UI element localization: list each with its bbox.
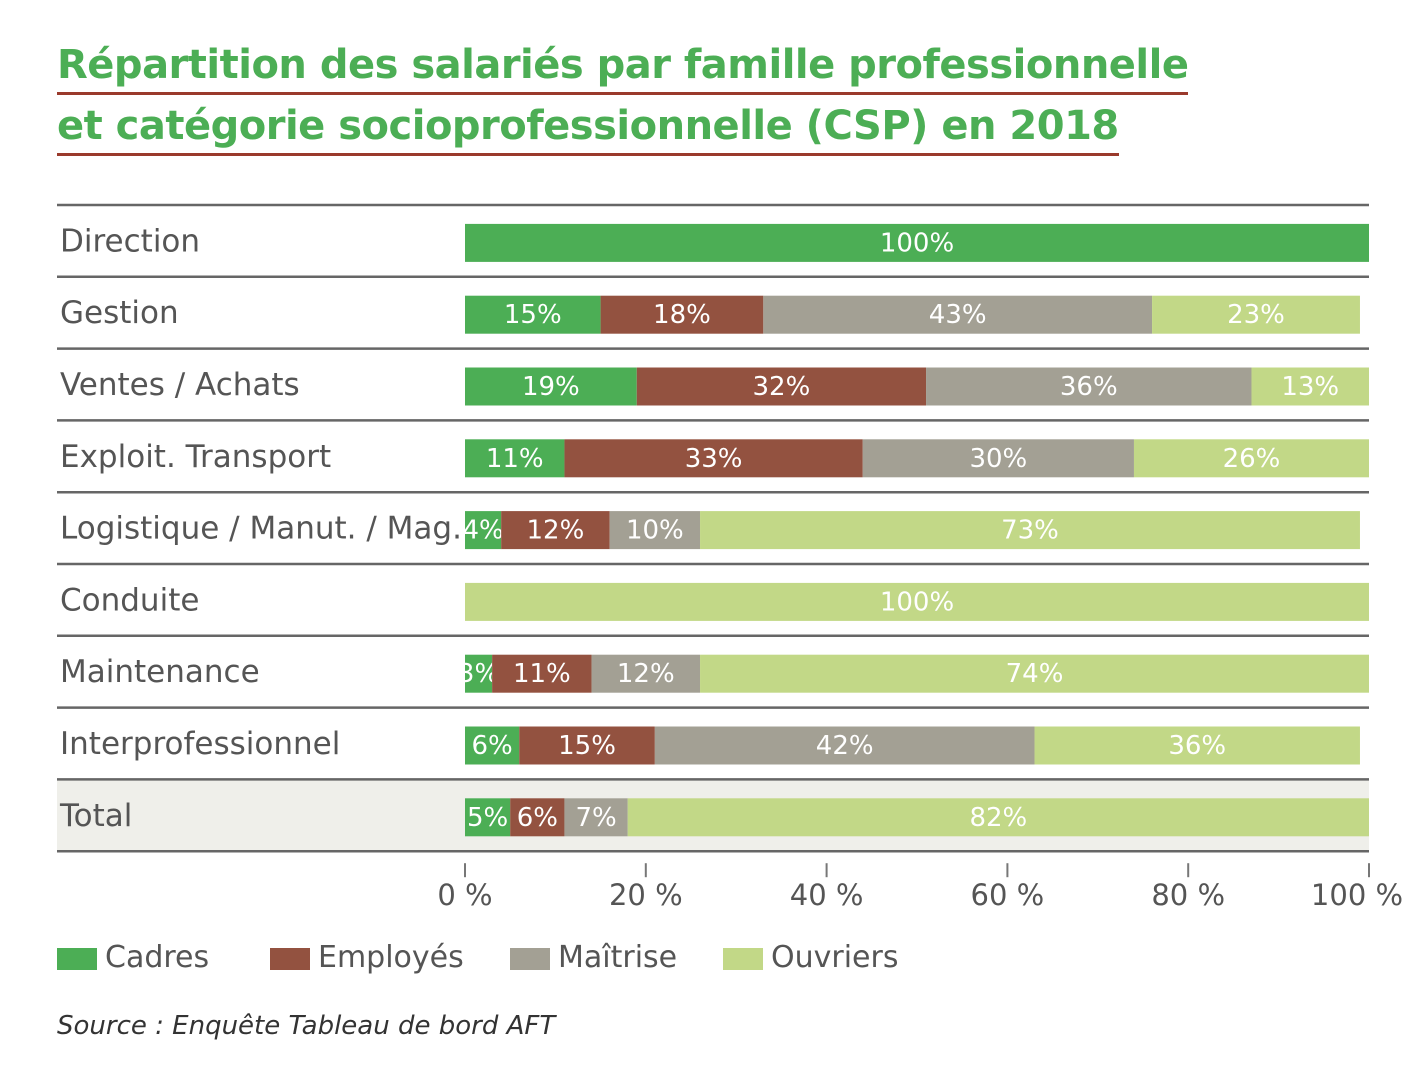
data-label-cadres-direction: 100%: [880, 228, 954, 258]
bar-cadres-maintenance: [465, 654, 493, 693]
data-label-cadres-interprofessionnel: 6%: [471, 731, 512, 761]
bar-employes-interprofessionnel: [519, 726, 655, 765]
x-tick-label: 40 %: [790, 878, 864, 912]
legend-label-employes: Employés: [318, 940, 464, 975]
x-tick-label: 100 %: [1311, 878, 1403, 912]
bar-cadres-logistique-manut-mag: [465, 511, 502, 550]
data-label-cadres-exploit-transport: 11%: [486, 444, 544, 474]
data-label-employes-interprofessionnel: 15%: [558, 731, 616, 761]
bar-maitrise-total: [564, 798, 628, 837]
title-line-2: et catégorie socioprofessionnelle (CSP) …: [57, 101, 1119, 156]
x-tick-label: 0 %: [437, 878, 492, 912]
row-label-total: Total: [59, 798, 132, 834]
data-label-maitrise-total: 7%: [575, 803, 616, 833]
legend-label-maitrise: Maîtrise: [558, 940, 678, 975]
bar-ouvriers-conduite: [465, 582, 1369, 621]
data-label-maitrise-interprofessionnel: 42%: [816, 731, 874, 761]
data-label-employes-gestion: 18%: [653, 300, 711, 330]
bar-ouvriers-ventes-achats: [1251, 367, 1369, 406]
data-label-maitrise-gestion: 43%: [929, 300, 987, 330]
bar-employes-exploit-transport: [564, 439, 863, 478]
x-tick-label: 60 %: [971, 878, 1045, 912]
data-label-employes-exploit-transport: 33%: [685, 444, 743, 474]
data-label-ouvriers-conduite: 100%: [880, 587, 954, 617]
data-label-cadres-logistique-manut-mag: 4%: [462, 516, 503, 546]
bar-ouvriers-gestion: [1152, 295, 1360, 334]
bar-maitrise-maintenance: [591, 654, 701, 693]
title-line-1: Répartition des salariés par famille pro…: [57, 40, 1189, 95]
bar-cadres-ventes-achats: [465, 367, 637, 406]
row-label-conduite: Conduite: [60, 582, 199, 618]
source-note: Source : Enquête Tableau de bord AFT: [57, 1011, 556, 1041]
row-label-maintenance: Maintenance: [60, 654, 260, 690]
data-label-employes-maintenance: 11%: [513, 659, 571, 689]
data-label-maitrise-ventes-achats: 36%: [1060, 372, 1118, 402]
legend-swatch-maitrise: [510, 948, 550, 970]
bar-cadres-gestion: [465, 295, 601, 334]
bar-maitrise-gestion: [763, 295, 1153, 334]
bar-ouvriers-exploit-transport: [1133, 439, 1369, 478]
data-label-ouvriers-maintenance: 74%: [1006, 659, 1064, 689]
data-label-cadres-gestion: 15%: [504, 300, 562, 330]
bar-ouvriers-total: [627, 798, 1369, 837]
row-label-exploit-transport: Exploit. Transport: [60, 439, 331, 475]
x-tick-label: 80 %: [1151, 878, 1225, 912]
legend-swatch-employes: [270, 948, 310, 970]
data-label-employes-ventes-achats: 32%: [753, 372, 811, 402]
data-label-ouvriers-exploit-transport: 26%: [1223, 444, 1281, 474]
bar-employes-ventes-achats: [636, 367, 927, 406]
legend-swatch-cadres: [57, 948, 97, 970]
bar-maitrise-ventes-achats: [926, 367, 1252, 406]
data-label-cadres-total: 5%: [467, 803, 508, 833]
bar-employes-gestion: [600, 295, 764, 334]
bar-cadres-interprofessionnel: [465, 726, 520, 765]
data-label-ouvriers-interprofessionnel: 36%: [1168, 731, 1226, 761]
data-label-employes-logistique-manut-mag: 12%: [527, 516, 585, 546]
bar-ouvriers-logistique-manut-mag: [700, 511, 1360, 550]
data-label-employes-total: 6%: [517, 803, 558, 833]
row-label-direction: Direction: [60, 223, 200, 259]
bar-maitrise-exploit-transport: [862, 439, 1134, 478]
bar-employes-maintenance: [492, 654, 592, 693]
row-label-ventes-achats: Ventes / Achats: [60, 367, 300, 403]
legend-label-ouvriers: Ouvriers: [771, 940, 899, 975]
chart-title: Répartition des salariés par famille pro…: [57, 40, 1189, 162]
legend-swatch-ouvriers: [723, 948, 763, 970]
data-label-ouvriers-total: 82%: [969, 803, 1027, 833]
data-label-ouvriers-ventes-achats: 13%: [1281, 372, 1339, 402]
x-tick-label: 20 %: [609, 878, 683, 912]
data-label-maitrise-maintenance: 12%: [617, 659, 675, 689]
data-label-cadres-ventes-achats: 19%: [522, 372, 580, 402]
data-label-maitrise-exploit-transport: 30%: [969, 444, 1027, 474]
bar-maitrise-logistique-manut-mag: [609, 511, 701, 550]
bar-maitrise-interprofessionnel: [654, 726, 1035, 765]
bar-cadres-direction: [465, 223, 1369, 262]
row-label-logistique-manut-mag: Logistique / Manut. / Mag.: [60, 511, 462, 547]
bar-employes-logistique-manut-mag: [501, 511, 610, 550]
row-label-interprofessionnel: Interprofessionnel: [60, 726, 340, 762]
bar-cadres-exploit-transport: [465, 439, 565, 478]
data-label-ouvriers-logistique-manut-mag: 73%: [1001, 516, 1059, 546]
row-label-gestion: Gestion: [60, 295, 179, 331]
legend-label-cadres: Cadres: [105, 940, 210, 975]
stacked-bar-chart: Direction 100% Gestion 15% 18% 43% 23% Ventes /…: [57, 203, 1403, 912]
data-label-ouvriers-gestion: 23%: [1227, 300, 1285, 330]
bar-ouvriers-maintenance: [700, 654, 1369, 693]
bar-ouvriers-interprofessionnel: [1034, 726, 1360, 765]
bar-cadres-total: [465, 798, 511, 837]
bar-employes-total: [510, 798, 565, 837]
data-label-maitrise-logistique-manut-mag: 10%: [626, 516, 684, 546]
